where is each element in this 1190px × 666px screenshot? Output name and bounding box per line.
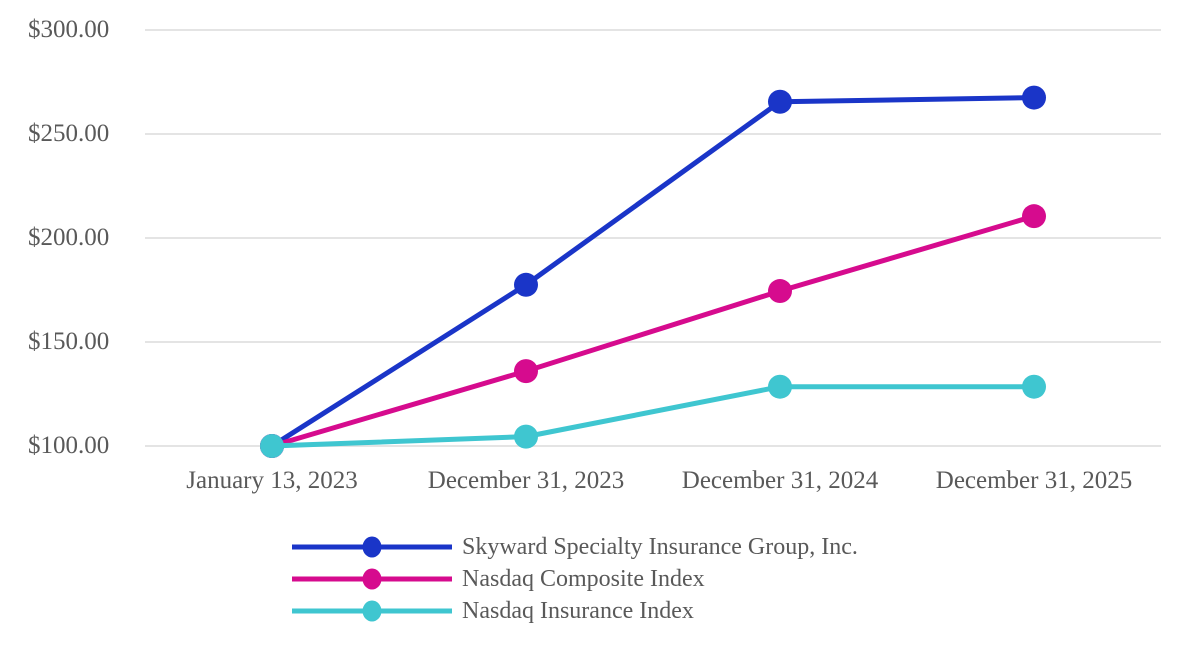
y-tick-label: $100.00 — [28, 432, 110, 459]
legend-line-marker-sample — [292, 536, 452, 558]
x-tick-label: December 31, 2023 — [427, 467, 625, 494]
series-line-1 — [269, 213, 1037, 449]
data-point-marker — [1022, 204, 1046, 229]
series-line-0 — [269, 95, 1037, 449]
legend-item-1: Nasdaq Composite Index — [292, 563, 858, 595]
legend-label: Nasdaq Composite Index — [462, 565, 705, 592]
data-point-marker — [514, 424, 538, 449]
data-point-marker — [514, 272, 538, 297]
legend-item-0: Skyward Specialty Insurance Group, Inc. — [292, 531, 858, 563]
data-point-marker — [1022, 85, 1046, 110]
data-point-marker — [768, 89, 792, 114]
y-tick-label: $150.00 — [28, 328, 110, 355]
chart-legend: Skyward Specialty Insurance Group, Inc. N… — [292, 531, 858, 627]
legend-line-marker-sample — [292, 600, 452, 622]
data-point-marker — [768, 374, 792, 399]
series-line-2 — [269, 384, 1037, 449]
legend-label: Skyward Specialty Insurance Group, Inc. — [462, 533, 858, 560]
data-point-marker — [514, 359, 538, 384]
legend-line-marker-sample — [292, 568, 452, 590]
legend-label: Nasdaq Insurance Index — [462, 597, 694, 624]
x-tick-label: December 31, 2025 — [935, 467, 1133, 494]
data-point-marker — [1022, 374, 1046, 399]
data-point-marker — [768, 279, 792, 304]
y-tick-label: $200.00 — [28, 224, 110, 251]
data-point-marker — [260, 434, 284, 458]
legend-item-2: Nasdaq Insurance Index — [292, 595, 858, 627]
x-tick-label: January 13, 2023 — [186, 467, 358, 494]
y-tick-label: $300.00 — [28, 16, 110, 43]
y-tick-label: $250.00 — [28, 120, 110, 147]
x-tick-label: December 31, 2024 — [681, 467, 879, 494]
